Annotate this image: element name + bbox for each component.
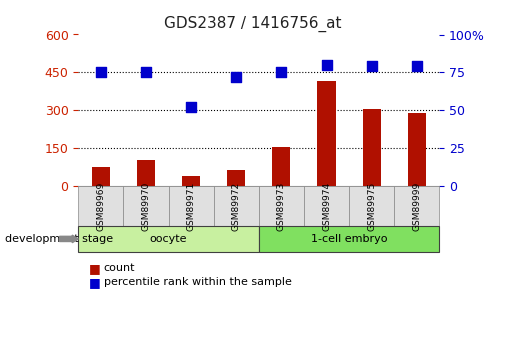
Bar xyxy=(92,167,110,186)
Text: GSM89969: GSM89969 xyxy=(96,181,106,231)
Text: GSM89975: GSM89975 xyxy=(367,181,376,231)
Text: GSM89971: GSM89971 xyxy=(187,181,195,231)
Text: ■: ■ xyxy=(88,262,100,275)
Text: 1-cell embryo: 1-cell embryo xyxy=(311,234,387,244)
Text: GSM89972: GSM89972 xyxy=(232,181,241,231)
Bar xyxy=(227,170,245,186)
Text: count: count xyxy=(104,264,135,273)
Point xyxy=(232,74,240,80)
Bar xyxy=(182,176,200,186)
Bar xyxy=(363,109,381,186)
Point xyxy=(413,63,421,69)
Text: GDS2387 / 1416756_at: GDS2387 / 1416756_at xyxy=(164,16,341,32)
Bar xyxy=(137,160,155,186)
Point xyxy=(187,105,195,110)
Point xyxy=(97,70,105,75)
Point xyxy=(142,70,150,75)
Text: oocyte: oocyte xyxy=(150,234,187,244)
Text: GSM89999: GSM89999 xyxy=(412,181,421,231)
Bar xyxy=(318,81,335,186)
Point xyxy=(323,62,331,68)
Point xyxy=(277,70,285,75)
Text: ■: ■ xyxy=(88,276,100,289)
Text: development stage: development stage xyxy=(5,234,113,244)
Bar xyxy=(272,147,290,186)
Text: GSM89973: GSM89973 xyxy=(277,181,286,231)
Bar xyxy=(408,113,426,186)
Text: GSM89974: GSM89974 xyxy=(322,181,331,231)
Point xyxy=(368,63,376,69)
Text: percentile rank within the sample: percentile rank within the sample xyxy=(104,277,291,287)
Text: GSM89970: GSM89970 xyxy=(141,181,150,231)
